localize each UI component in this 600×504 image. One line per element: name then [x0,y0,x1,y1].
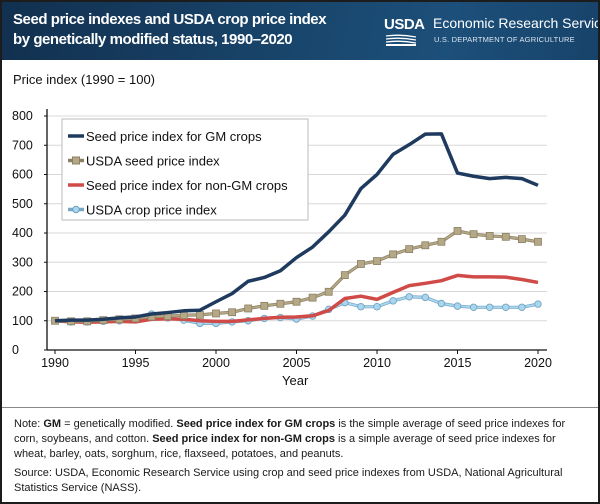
data-point [356,260,365,268]
data-point [276,299,285,308]
data-point [212,309,220,318]
data-point [501,232,510,241]
series-line [54,132,539,323]
y-tick-label: 400 [12,226,33,240]
legend-label: Seed price index for non-GM crops [86,178,288,193]
data-point [195,310,204,319]
x-tick-label: 2020 [524,356,552,370]
data-point [405,245,414,253]
legend-box [61,118,309,221]
data-point [324,287,333,296]
x-tick-label: 2015 [444,356,472,370]
note-segment: is a simple average of seed price indexe… [14,433,556,460]
y-tick-label: 600 [12,168,33,182]
data-point [534,237,542,246]
data-point [453,227,462,235]
usda-logo: USDA [384,16,425,33]
y-tick-label: 0 [12,343,19,357]
data-point [486,303,494,311]
legend-label: USDA seed price index [86,154,220,169]
title-line-1: Seed price indexes and USDA crop price i… [13,11,327,28]
data-point [373,303,381,311]
data-point [228,308,237,317]
note-text: Note: GM = genetically modified. Seed pr… [14,417,586,462]
agency-name: Economic Research Service [433,15,600,31]
data-point [421,293,429,302]
data-point [373,257,381,265]
data-point [421,241,430,250]
legend-marker [72,205,80,214]
legend: Seed price index for GM crops USDA seed p… [61,118,309,221]
header-banner: Seed price indexes and USDA crop price i… [2,2,598,60]
note-segment: Seed price index for non-GM crops [152,433,335,445]
department-name: U.S. DEPARTMENT OF AGRICULTURE [434,35,575,44]
data-point [469,303,478,311]
line-chart: 0 100 200 300 400 500 600 700 800 1990 1995 2000 200… [12,109,552,370]
x-axis-title: Year [282,373,309,388]
data-point [340,271,349,280]
data-point [502,303,510,311]
data-point [405,293,413,301]
footer-notes: Note: GM = genetically modified. Seed pr… [2,407,598,496]
title-line-2: by genetically modified status, 1990–202… [13,31,293,48]
x-tick-label: 1990 [41,356,69,370]
note-segment: GM [43,418,62,430]
data-point [389,250,398,259]
data-point [518,303,526,311]
y-tick-label: 300 [12,255,33,269]
data-point [453,302,462,310]
y-tick-label: 500 [12,197,33,211]
y-tick-label: 200 [12,285,33,299]
data-point [534,300,542,308]
data-point [389,297,397,305]
data-point [437,237,446,246]
note-segment: Seed price index for GM crops [176,418,336,430]
y-tick-label: 100 [12,314,33,328]
data-point [308,293,317,302]
data-point [518,235,526,244]
note-segment: Note: [14,418,44,430]
note-segment: = genetically modified. [61,418,177,430]
legend-label: USDA crop price index [86,203,217,218]
data-point [260,301,269,310]
source-text: Source: USDA, Economic Research Service … [14,467,563,494]
x-tick-label: 2010 [363,356,391,370]
y-tick-label: 700 [12,138,33,152]
x-tick-label: 2000 [202,356,230,370]
data-point [469,230,478,239]
data-point [485,232,494,240]
chart-title: Seed price indexes and USDA crop price i… [13,10,375,50]
x-tick-label: 2005 [283,356,311,370]
usda-logo-swoosh-icon [386,34,416,46]
data-point [244,304,253,313]
data-point [292,297,301,306]
series-0 [54,132,539,323]
x-tick-label: 1995 [122,356,150,370]
data-point [437,299,446,308]
y-tick-label: 800 [12,109,33,123]
legend-label: Seed price index for GM crops [86,129,262,144]
data-point [357,303,365,311]
note-segment: is the simple average of seed price inde… [14,418,566,445]
y-axis-title: Price index (1990 = 100) [13,72,156,87]
legend-marker [72,156,80,165]
